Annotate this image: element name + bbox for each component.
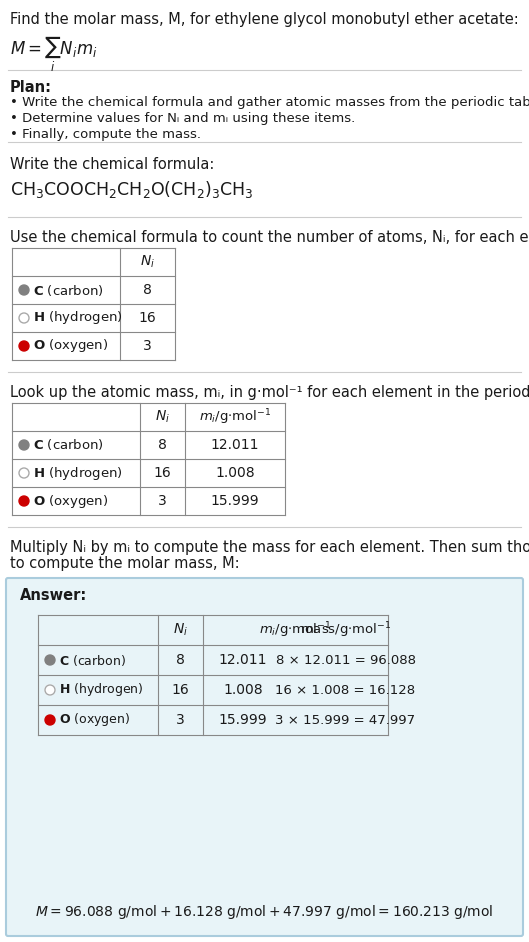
Circle shape [45, 655, 55, 665]
Text: 16 × 1.008 = 16.128: 16 × 1.008 = 16.128 [276, 684, 416, 696]
Circle shape [19, 496, 29, 506]
Text: 16: 16 [171, 683, 189, 697]
Text: 8: 8 [176, 653, 185, 667]
Text: 8 × 12.011 = 96.088: 8 × 12.011 = 96.088 [276, 654, 415, 667]
Text: $M = \sum_i N_i m_i$: $M = \sum_i N_i m_i$ [10, 34, 97, 73]
Text: $\mathbf{O}$ (oxygen): $\mathbf{O}$ (oxygen) [33, 493, 108, 510]
Text: 16: 16 [153, 466, 171, 480]
Text: $\mathbf{H}$ (hydrogen): $\mathbf{H}$ (hydrogen) [33, 464, 123, 481]
Text: Write the chemical formula:: Write the chemical formula: [10, 157, 214, 172]
Text: 12.011: 12.011 [211, 438, 259, 452]
Circle shape [19, 440, 29, 450]
Text: Use the chemical formula to count the number of atoms, Nᵢ, for each element:: Use the chemical formula to count the nu… [10, 230, 529, 245]
Text: $N_i$: $N_i$ [155, 409, 170, 425]
Text: Multiply Nᵢ by mᵢ to compute the mass for each element. Then sum those values: Multiply Nᵢ by mᵢ to compute the mass fo… [10, 540, 529, 555]
Text: 1.008: 1.008 [223, 683, 263, 697]
Text: 16: 16 [139, 311, 157, 325]
Text: $m_i/\mathrm{g{\cdot}mol^{-1}}$: $m_i/\mathrm{g{\cdot}mol^{-1}}$ [199, 407, 271, 427]
Text: $\mathbf{C}$ (carbon): $\mathbf{C}$ (carbon) [59, 653, 126, 668]
Text: 1.008: 1.008 [215, 466, 255, 480]
Text: $\mathbf{C}$ (carbon): $\mathbf{C}$ (carbon) [33, 283, 104, 298]
Text: 8: 8 [158, 438, 167, 452]
FancyBboxPatch shape [6, 578, 523, 936]
Text: Find the molar mass, M, for ethylene glycol monobutyl ether acetate:: Find the molar mass, M, for ethylene gly… [10, 12, 519, 27]
Text: 8: 8 [143, 283, 152, 297]
Circle shape [19, 285, 29, 295]
Circle shape [45, 715, 55, 725]
Text: Look up the atomic mass, mᵢ, in g·mol⁻¹ for each element in the periodic table:: Look up the atomic mass, mᵢ, in g·mol⁻¹ … [10, 385, 529, 400]
Text: • Write the chemical formula and gather atomic masses from the periodic table.: • Write the chemical formula and gather … [10, 96, 529, 109]
Text: $\mathbf{O}$ (oxygen): $\mathbf{O}$ (oxygen) [33, 337, 108, 354]
Text: 12.011: 12.011 [219, 653, 267, 667]
Text: Answer:: Answer: [20, 588, 87, 603]
Text: $\mathrm{mass/g{\cdot}mol^{-1}}$: $\mathrm{mass/g{\cdot}mol^{-1}}$ [300, 620, 391, 640]
Text: $\mathbf{C}$ (carbon): $\mathbf{C}$ (carbon) [33, 437, 104, 452]
Text: 3: 3 [158, 494, 167, 508]
Text: $m_i/\mathrm{g{\cdot}mol^{-1}}$: $m_i/\mathrm{g{\cdot}mol^{-1}}$ [259, 620, 332, 640]
Text: 3 × 15.999 = 47.997: 3 × 15.999 = 47.997 [276, 713, 416, 726]
Text: $\mathbf{H}$ (hydrogen): $\mathbf{H}$ (hydrogen) [33, 310, 123, 327]
Text: 15.999: 15.999 [218, 713, 267, 727]
Circle shape [19, 341, 29, 351]
Text: • Determine values for Nᵢ and mᵢ using these items.: • Determine values for Nᵢ and mᵢ using t… [10, 112, 355, 125]
Text: 3: 3 [143, 339, 152, 353]
Text: • Finally, compute the mass.: • Finally, compute the mass. [10, 128, 201, 141]
Text: 3: 3 [176, 713, 185, 727]
Circle shape [19, 313, 29, 323]
Circle shape [45, 685, 55, 695]
Text: $N_i$: $N_i$ [173, 622, 188, 638]
Text: $\mathbf{O}$ (oxygen): $\mathbf{O}$ (oxygen) [59, 711, 130, 728]
Text: $N_i$: $N_i$ [140, 253, 155, 270]
Text: Plan:: Plan: [10, 80, 52, 95]
Text: 15.999: 15.999 [211, 494, 259, 508]
Text: $\mathbf{H}$ (hydrogen): $\mathbf{H}$ (hydrogen) [59, 681, 144, 699]
Circle shape [19, 468, 29, 478]
Text: $M = 96.088\ \mathrm{g/mol} + 16.128\ \mathrm{g/mol} + 47.997\ \mathrm{g/mol} = : $M = 96.088\ \mathrm{g/mol} + 16.128\ \m… [35, 903, 494, 921]
Text: $\mathrm{CH_3COOCH_2CH_2O(CH_2)_3CH_3}$: $\mathrm{CH_3COOCH_2CH_2O(CH_2)_3CH_3}$ [10, 179, 254, 200]
Text: to compute the molar mass, M:: to compute the molar mass, M: [10, 556, 240, 571]
